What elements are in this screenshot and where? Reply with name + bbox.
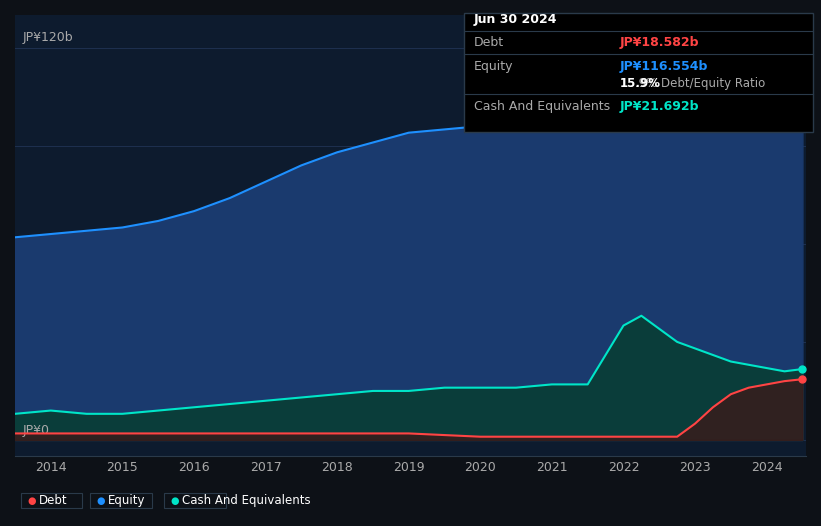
- Text: Cash And Equivalents: Cash And Equivalents: [474, 100, 610, 113]
- Text: Debt: Debt: [474, 36, 504, 49]
- Text: Jun 30 2024: Jun 30 2024: [474, 13, 557, 26]
- Text: Equity: Equity: [108, 494, 146, 507]
- Text: ●: ●: [97, 495, 105, 506]
- Text: Cash And Equivalents: Cash And Equivalents: [182, 494, 311, 507]
- Text: 15.9% Debt/Equity Ratio: 15.9% Debt/Equity Ratio: [620, 77, 765, 90]
- Text: JP¥18.582b: JP¥18.582b: [620, 36, 699, 49]
- Text: 15.9%: 15.9%: [620, 77, 661, 90]
- Text: JP¥116.554b: JP¥116.554b: [620, 60, 709, 73]
- Text: JP¥120b: JP¥120b: [22, 32, 73, 44]
- Text: ●: ●: [27, 495, 35, 506]
- Text: ●: ●: [171, 495, 179, 506]
- Text: Debt: Debt: [39, 494, 67, 507]
- Text: Equity: Equity: [474, 60, 513, 73]
- Text: JP¥21.692b: JP¥21.692b: [620, 100, 699, 113]
- Text: JP¥0: JP¥0: [22, 424, 49, 437]
